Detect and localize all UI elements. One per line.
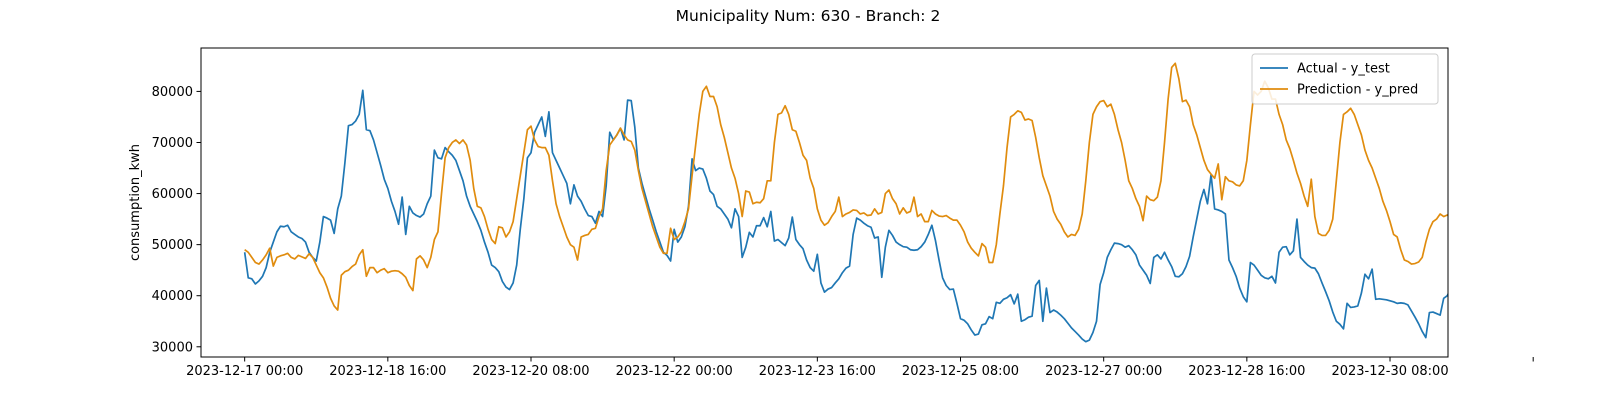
x-tick-label: 2023-12-17 00:00: [186, 364, 303, 379]
series-line-2: [244, 62, 1448, 311]
legend-label-1: Actual - y_test: [1297, 62, 1390, 77]
x-tick-label: 2023-12-30 08:00: [1331, 364, 1448, 379]
x-tick-label: 2023-12-18 16:00: [329, 364, 446, 379]
x-tick-label: 2023-12-25 08:00: [902, 364, 1019, 379]
y-tick-label: 50000: [152, 238, 193, 253]
y-tick-label: 40000: [152, 289, 193, 304]
y-tick-label: 80000: [152, 85, 193, 100]
plot-frame: [200, 47, 1449, 358]
x-axis: 2023-12-17 00:00 2023-12-18 16:00 2023-12-…: [186, 357, 1534, 379]
legend: Actual - y_test Prediction - y_pred: [1251, 53, 1439, 105]
series-layer: [243, 62, 1448, 343]
y-axis-label: consumption_kwh: [128, 144, 143, 261]
y-tick-label: 60000: [152, 187, 193, 202]
y-axis: 30000 40000 50000 60000 70000 80000: [152, 85, 201, 355]
chart-title: Municipality Num: 630 - Branch: 2: [676, 7, 941, 25]
x-tick-label: 2023-12-23 16:00: [759, 364, 876, 379]
legend-label-2: Prediction - y_pred: [1297, 83, 1418, 98]
x-tick-label: 2023-12-20 08:00: [472, 364, 589, 379]
x-tick-label: 2023-12-22 00:00: [616, 364, 733, 379]
series-line-1: [243, 89, 1448, 343]
x-tick-label: 2023-12-28 16:00: [1188, 364, 1305, 379]
y-tick-label: 70000: [152, 136, 193, 151]
x-tick-label: 2023-12-27 00:00: [1045, 364, 1162, 379]
y-tick-label: 30000: [152, 340, 193, 355]
legend-box: [1251, 53, 1439, 105]
